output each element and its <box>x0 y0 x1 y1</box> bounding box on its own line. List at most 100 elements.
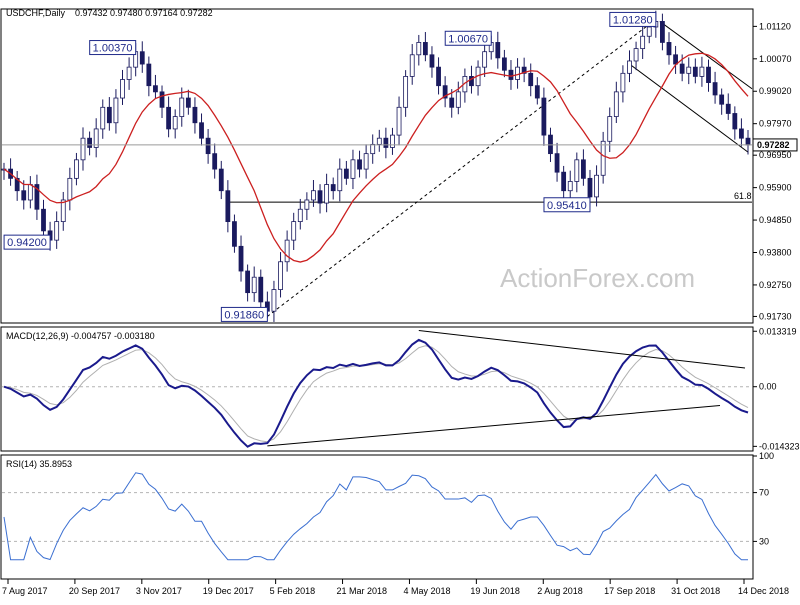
date-tick-label: 17 Sep 2018 <box>604 586 655 596</box>
channel-upper-line <box>659 21 753 90</box>
candle-body <box>212 153 218 170</box>
candle-body <box>732 113 738 130</box>
candle-body <box>554 153 560 173</box>
date-tick-label: 5 Feb 2018 <box>270 586 316 596</box>
candle-body <box>192 106 198 124</box>
candle-body <box>528 72 534 87</box>
candle-body <box>172 116 178 130</box>
candle-body <box>442 85 448 99</box>
rsi-series-layer <box>2 472 752 561</box>
candle-body <box>607 116 613 142</box>
candle-body <box>225 190 231 223</box>
candle-body <box>80 137 86 161</box>
candle-body <box>311 190 316 201</box>
high-callout-box <box>609 11 657 27</box>
date-tick-label: 31 Oct 2018 <box>671 586 720 596</box>
candle-body <box>60 199 66 223</box>
date-tick-label: 20 Sep 2017 <box>69 586 120 596</box>
candle-body <box>106 106 112 124</box>
candle-body <box>627 60 632 74</box>
candle-body <box>521 66 527 74</box>
low-callout-box <box>3 234 51 250</box>
candle-body <box>245 270 251 294</box>
price-tick-label: 0.93800 <box>759 247 792 257</box>
date-axis: 7 Aug 2017 20 Sep 2017 3 Nov 2017 19 Dec 20… <box>2 579 789 596</box>
macd-tick-label: 0.00 <box>759 382 777 392</box>
candle-body <box>297 208 303 223</box>
candle-body <box>396 106 402 136</box>
price-tick-label: 0.97970 <box>759 119 792 129</box>
price-tick-label: 0.91730 <box>759 311 792 321</box>
candle-body <box>363 153 369 170</box>
candle-body <box>646 26 652 37</box>
candle-body <box>34 184 40 210</box>
candle-body <box>251 276 257 294</box>
candle-body <box>284 239 290 263</box>
candle-body <box>14 177 20 192</box>
candle-body <box>376 137 382 145</box>
candle-body <box>317 190 323 204</box>
rsi-panel-title: RSI(14) 35.8953 <box>6 459 72 469</box>
candle-body <box>304 199 310 210</box>
macd-lower-trendline <box>267 404 721 447</box>
candle-body <box>153 85 158 93</box>
candle-body <box>120 79 125 99</box>
date-tick-label: 19 Jun 2018 <box>470 586 520 596</box>
candle-body <box>482 51 488 68</box>
candle-body <box>745 137 751 146</box>
candle-body <box>495 42 501 59</box>
last-price-label: 0.97282 <box>757 140 790 150</box>
moving-average-line <box>3 52 749 263</box>
candle-body <box>113 97 119 124</box>
candle-body <box>41 208 46 232</box>
candle-body <box>719 94 725 105</box>
candle-body <box>673 54 678 65</box>
candle-body <box>146 63 152 87</box>
date-tick-label: 7 Aug 2017 <box>2 586 48 596</box>
candle-body <box>600 140 606 176</box>
candle-body <box>67 177 73 201</box>
candle-body <box>159 91 165 108</box>
candle-body <box>54 221 60 241</box>
candle-body <box>534 85 540 99</box>
candle-body <box>185 97 191 108</box>
low-callout-label: 0.94200 <box>7 237 47 249</box>
rsi-tick-label: 100 <box>759 451 774 461</box>
macd-tick-label: -0.014323 <box>759 441 800 451</box>
candle-body <box>218 168 224 192</box>
candle-body <box>666 42 672 56</box>
candle-body <box>567 181 573 192</box>
rsi-tick-label: 30 <box>759 536 769 546</box>
price-tick-label: 1.00070 <box>759 54 792 64</box>
last-price-tag <box>752 138 798 152</box>
macd-upper-trendline <box>418 330 746 369</box>
low-callout-box <box>220 306 268 322</box>
candle-body <box>706 66 711 83</box>
date-tick-label: 2 Aug 2018 <box>537 586 583 596</box>
date-tick-label: 19 Dec 2017 <box>203 586 254 596</box>
rsi-panel-frame <box>0 454 754 580</box>
price-axis-ticks: 1.01120 1.00070 0.99020 0.97970 0.96950 0.959… <box>752 21 798 321</box>
candle-body <box>686 66 692 74</box>
price-tick-label: 0.94850 <box>759 215 792 225</box>
price-tick-label: 0.95900 <box>759 183 792 193</box>
price-tick-label: 0.96950 <box>759 150 792 160</box>
candle-body <box>232 221 237 247</box>
candle-body <box>238 245 244 272</box>
watermark-text: ActionForex.com <box>500 263 695 293</box>
candle-body <box>455 91 461 108</box>
price-panel-frame <box>0 8 754 324</box>
candle-body <box>258 276 264 303</box>
high-callout-label: 1.00670 <box>448 33 488 45</box>
date-tick-label: 4 May 2018 <box>403 586 450 596</box>
candle-body <box>278 261 283 290</box>
candle-body <box>679 63 685 74</box>
candle-body <box>692 66 698 77</box>
candle-body <box>561 171 567 192</box>
candle-body <box>508 69 514 80</box>
price-tick-label: 0.92750 <box>759 280 792 290</box>
high-callout-box <box>89 40 137 56</box>
candle-body <box>594 174 599 198</box>
macd-series-layer <box>2 330 752 448</box>
